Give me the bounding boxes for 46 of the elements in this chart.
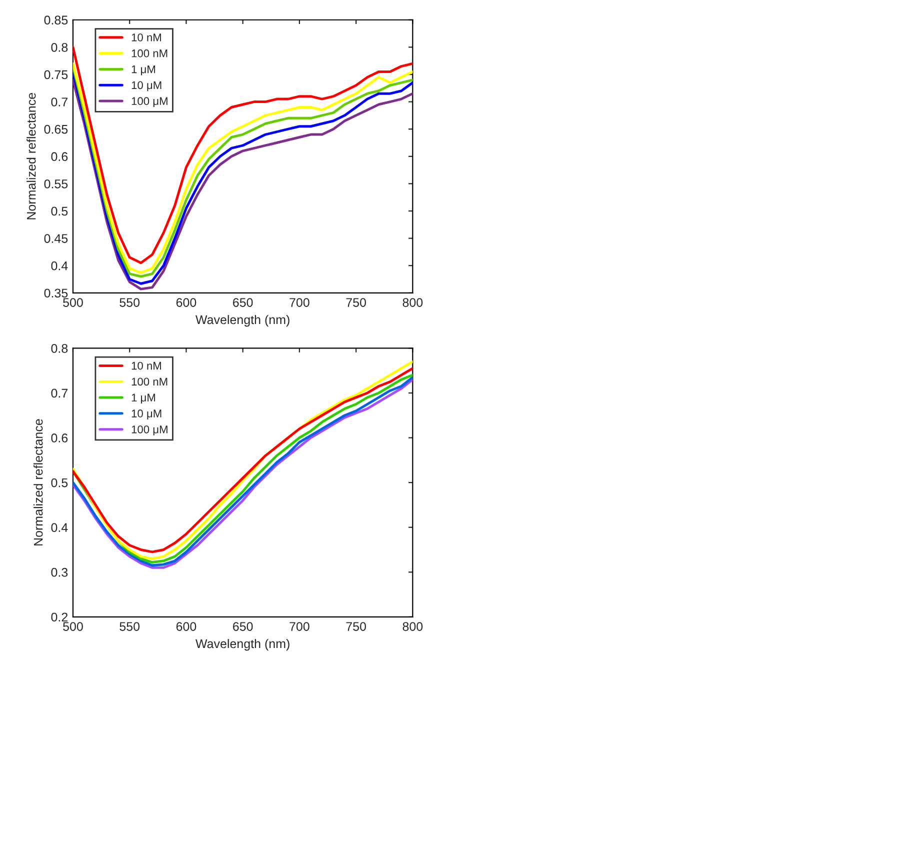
y-tick-label: 0.6 (51, 434, 68, 442)
x-tick-label: 700 (290, 298, 310, 307)
x-tick-label: 600 (176, 298, 196, 307)
y-tick-label: 0.5 (51, 478, 68, 488)
y-tick-label: 0.7 (51, 98, 68, 106)
legend-label: 100 μM (132, 97, 168, 108)
x-tick-label: 750 (346, 622, 366, 631)
x-tick-label: 650 (233, 298, 253, 307)
x-axis-title: Wavelength (nm) (196, 314, 290, 327)
y-tick-label: 0.5 (51, 206, 68, 216)
y-tick-label: 0.4 (51, 261, 68, 270)
x-axis-title: Wavelength (nm) (196, 638, 290, 651)
y-tick-label: 0.3 (51, 568, 68, 577)
y-tick-label: 0.8 (51, 344, 68, 353)
legend-label: 1 μM (132, 65, 156, 76)
y-tick-label: 0.2 (51, 612, 68, 622)
y-tick-label: 0.35 (44, 288, 68, 298)
y-tick-label: 0.85 (44, 16, 68, 25)
x-tick-label: 600 (176, 622, 196, 631)
y-axis-title: Normalized reflectance (34, 419, 43, 546)
legend-label: 10 nM (132, 362, 161, 370)
y-axis-title: Normalized reflectance (26, 93, 36, 220)
y-tick-label: 0.4 (51, 523, 68, 532)
x-tick-label: 800 (402, 622, 423, 631)
y-tick-label: 0.7 (51, 388, 68, 398)
legend-label: 100 nM (132, 49, 168, 58)
legend-label: 100 nM (132, 378, 168, 386)
legend-label: 10 nM (132, 34, 161, 42)
legend-label: 100 μM (132, 425, 168, 436)
y-tick-label: 0.8 (51, 42, 68, 52)
legend-label: 1 μM (132, 394, 156, 404)
x-tick-label: 500 (63, 622, 83, 631)
y-tick-label: 0.55 (44, 179, 68, 188)
x-tick-label: 700 (290, 622, 310, 631)
legend-label: 10 μM (132, 410, 162, 420)
y-tick-label: 0.45 (44, 234, 68, 243)
y-tick-label: 0.6 (51, 152, 68, 162)
x-tick-label: 550 (120, 298, 140, 307)
y-tick-label: 0.75 (44, 70, 68, 80)
y-tick-label: 0.65 (44, 124, 68, 134)
x-tick-label: 800 (402, 298, 423, 307)
x-tick-label: 650 (233, 622, 253, 631)
x-tick-label: 750 (346, 298, 366, 307)
x-tick-label: 550 (120, 622, 140, 631)
legend-label: 10 μM (132, 81, 162, 92)
x-tick-label: 500 (63, 298, 83, 307)
